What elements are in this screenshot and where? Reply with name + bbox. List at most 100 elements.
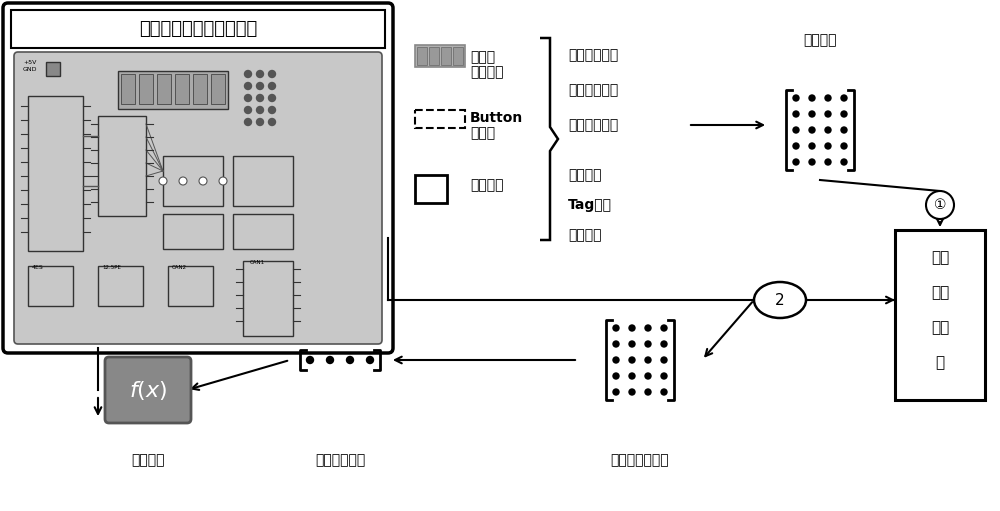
Circle shape	[244, 95, 252, 102]
Circle shape	[256, 82, 264, 89]
FancyBboxPatch shape	[118, 71, 228, 109]
FancyBboxPatch shape	[163, 214, 223, 249]
Circle shape	[326, 357, 334, 363]
Circle shape	[613, 341, 619, 347]
Circle shape	[645, 389, 651, 395]
FancyBboxPatch shape	[11, 10, 385, 48]
Text: CAN2: CAN2	[172, 265, 187, 270]
Text: $f(x)$: $f(x)$	[129, 379, 167, 402]
FancyBboxPatch shape	[28, 266, 73, 306]
Text: 显示函数: 显示函数	[131, 453, 165, 467]
FancyBboxPatch shape	[193, 74, 207, 104]
Circle shape	[926, 191, 954, 219]
FancyBboxPatch shape	[417, 47, 427, 65]
Circle shape	[793, 111, 799, 117]
Circle shape	[825, 143, 831, 149]
Circle shape	[809, 127, 815, 133]
FancyBboxPatch shape	[453, 47, 463, 65]
Circle shape	[661, 389, 667, 395]
Circle shape	[613, 389, 619, 395]
Circle shape	[268, 95, 276, 102]
Circle shape	[645, 341, 651, 347]
Circle shape	[244, 82, 252, 89]
Circle shape	[661, 373, 667, 379]
FancyBboxPatch shape	[139, 74, 153, 104]
FancyBboxPatch shape	[121, 74, 135, 104]
Circle shape	[613, 357, 619, 363]
FancyBboxPatch shape	[175, 74, 189, 104]
FancyBboxPatch shape	[157, 74, 171, 104]
FancyBboxPatch shape	[98, 116, 146, 216]
Circle shape	[256, 95, 264, 102]
Text: 连线矩阵: 连线矩阵	[803, 33, 837, 47]
Circle shape	[793, 159, 799, 165]
Circle shape	[841, 143, 847, 149]
Circle shape	[809, 143, 815, 149]
Circle shape	[256, 71, 264, 78]
FancyBboxPatch shape	[3, 3, 393, 353]
Circle shape	[645, 325, 651, 331]
FancyBboxPatch shape	[98, 266, 143, 306]
Circle shape	[613, 325, 619, 331]
FancyBboxPatch shape	[243, 261, 293, 336]
FancyBboxPatch shape	[105, 357, 191, 423]
FancyBboxPatch shape	[211, 74, 225, 104]
Circle shape	[256, 106, 264, 113]
Circle shape	[825, 95, 831, 101]
Text: 4ES: 4ES	[32, 265, 44, 270]
Circle shape	[268, 106, 276, 113]
Circle shape	[809, 159, 815, 165]
Circle shape	[347, 357, 354, 363]
Text: 控件集: 控件集	[470, 126, 495, 140]
Text: 信模: 信模	[931, 320, 949, 336]
Text: Button: Button	[470, 111, 523, 125]
FancyBboxPatch shape	[14, 52, 382, 344]
FancyBboxPatch shape	[46, 62, 60, 76]
Circle shape	[841, 127, 847, 133]
Circle shape	[841, 159, 847, 165]
Text: 用户自: 用户自	[470, 50, 495, 64]
Circle shape	[661, 341, 667, 347]
Circle shape	[645, 373, 651, 379]
Text: 下载: 下载	[931, 250, 949, 266]
Circle shape	[159, 177, 167, 185]
Circle shape	[179, 177, 187, 185]
Circle shape	[268, 82, 276, 89]
FancyBboxPatch shape	[233, 156, 293, 206]
Circle shape	[661, 357, 667, 363]
Text: 鼠标点击事件: 鼠标点击事件	[568, 118, 618, 132]
Text: ①: ①	[934, 198, 946, 212]
Circle shape	[613, 373, 619, 379]
Circle shape	[841, 95, 847, 101]
FancyBboxPatch shape	[895, 230, 985, 400]
FancyBboxPatch shape	[168, 266, 213, 306]
Text: 定义控件: 定义控件	[470, 65, 504, 79]
Circle shape	[825, 111, 831, 117]
FancyBboxPatch shape	[163, 156, 223, 206]
Circle shape	[629, 373, 635, 379]
FancyBboxPatch shape	[28, 96, 83, 251]
Text: 块: 块	[935, 356, 945, 370]
Circle shape	[629, 389, 635, 395]
Text: 管脚状态向量: 管脚状态向量	[315, 453, 365, 467]
Text: 颜色属性: 颜色属性	[568, 228, 602, 242]
FancyBboxPatch shape	[415, 110, 465, 128]
Circle shape	[629, 341, 635, 347]
Text: 鼠标形状: 鼠标形状	[568, 168, 602, 182]
Circle shape	[219, 177, 227, 185]
Circle shape	[199, 177, 207, 185]
Circle shape	[268, 119, 276, 126]
Text: 背景图片: 背景图片	[470, 178, 504, 192]
FancyBboxPatch shape	[415, 45, 465, 67]
FancyBboxPatch shape	[415, 175, 447, 203]
Circle shape	[244, 119, 252, 126]
Text: 鼠标经过事件: 鼠标经过事件	[568, 48, 618, 62]
Circle shape	[244, 71, 252, 78]
FancyBboxPatch shape	[233, 214, 293, 249]
Circle shape	[629, 325, 635, 331]
Text: 鼠标移出事件: 鼠标移出事件	[568, 83, 618, 97]
Circle shape	[841, 111, 847, 117]
Text: GND: GND	[23, 67, 38, 72]
Circle shape	[825, 127, 831, 133]
Text: CAN1: CAN1	[250, 260, 265, 265]
